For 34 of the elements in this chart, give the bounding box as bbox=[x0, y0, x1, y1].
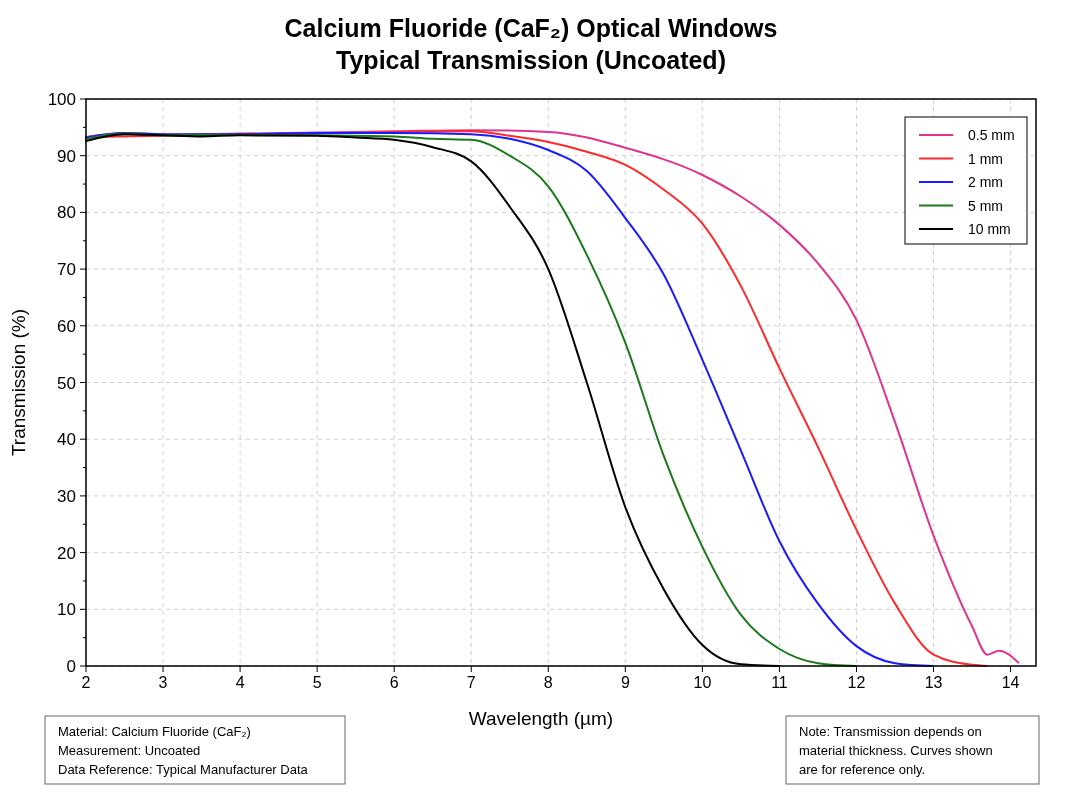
x-tick-label: 3 bbox=[158, 674, 168, 691]
y-tick-label: 0 bbox=[66, 657, 76, 676]
y-tick-label: 40 bbox=[57, 430, 76, 450]
legend-label: 10 mm bbox=[968, 221, 1011, 237]
text: Material: Calcium Fluoride (CaF₂) Measurement: Uncoated Data Reference: Typical Manufacturer Data bbox=[58, 724, 309, 777]
legend-label: 5 mm bbox=[968, 197, 1003, 214]
text: Note: Transmission depends on material thickness. Curves shown are for reference only. bbox=[799, 724, 993, 777]
x-tick-label: 6 bbox=[389, 674, 399, 691]
x-axis-title: Wavelength (µm) bbox=[468, 708, 614, 729]
x-tick-label: 12 bbox=[847, 674, 866, 691]
chart-title: Calcium Fluoride (CaF₂) Optical Windows Typical Transmission (Uncoated) bbox=[284, 14, 778, 74]
y-tick-label: 80 bbox=[57, 203, 76, 223]
x-tick-label: 8 bbox=[543, 674, 553, 691]
x-tick-label: 4 bbox=[235, 674, 245, 691]
y-axis-title: Transmission (%) bbox=[8, 308, 29, 457]
y-tick-label: 10 bbox=[57, 600, 76, 620]
y-tick-label: 100 bbox=[47, 90, 76, 109]
legend-label: 2 mm bbox=[968, 174, 1003, 190]
x-tick-label: 7 bbox=[466, 674, 476, 691]
legend-label: 1 mm bbox=[968, 150, 1003, 167]
y-tick-label: 60 bbox=[57, 316, 76, 336]
x-tick-label: 13 bbox=[924, 674, 943, 691]
x-tick-label: 2 bbox=[81, 674, 91, 691]
y-tick-label: 30 bbox=[57, 486, 76, 506]
x-tick-label: 5 bbox=[312, 674, 322, 691]
y-tick-label: 20 bbox=[57, 543, 76, 563]
x-tick-label: 10 bbox=[693, 674, 712, 691]
y-tick-label: 90 bbox=[57, 146, 76, 166]
y-tick-label: 50 bbox=[57, 373, 76, 393]
x-tick-label: 9 bbox=[620, 674, 630, 691]
legend-label: 0.5 mm bbox=[968, 127, 1015, 143]
x-tick-label: 14 bbox=[1001, 674, 1020, 691]
x-tick-label: 11 bbox=[771, 674, 788, 691]
y-tick-label: 70 bbox=[57, 260, 76, 280]
